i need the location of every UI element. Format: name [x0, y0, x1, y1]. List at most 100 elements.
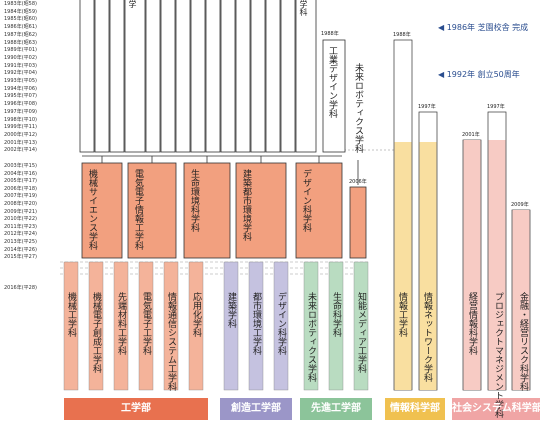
dept-label: 情報ネットワーク学科: [422, 292, 432, 382]
dept-label: デザイン科学科: [276, 292, 286, 355]
column-tint: [394, 142, 412, 390]
year-label: 2011年(平23): [4, 223, 37, 230]
year-label: 2012年(平24): [4, 231, 37, 238]
old-dept-column: [160, 0, 176, 153]
year-label: 1999年(平11): [4, 124, 37, 131]
year-label: 2009年(平21): [4, 208, 37, 215]
faculty-label: 創造工学部: [231, 403, 281, 414]
year-label: 2007年(平19): [4, 193, 37, 200]
dept-box: [81, 162, 123, 259]
faculty-bar: [452, 398, 540, 420]
year-tag: 1997年: [487, 104, 505, 110]
dept-stripe: [248, 261, 264, 391]
dept-label: 生命科学科: [331, 292, 341, 337]
old-dept-column: [265, 0, 281, 153]
year-label: 1998年(平10): [4, 116, 37, 123]
faculty-label: 情報科学部: [390, 403, 440, 414]
faculty-label: 先進工学部: [311, 403, 361, 414]
year-label: 2001年(平13): [4, 139, 37, 146]
year-label: 1985年(昭60): [4, 16, 37, 23]
note: ◀ 1992年 創立50周年: [438, 70, 520, 79]
dept-box: [295, 162, 343, 259]
faculty-bar: [300, 398, 372, 420]
old-dept-column: [280, 0, 296, 153]
dept-stripe: [188, 261, 204, 391]
dept-label: 機械サイエンス学科: [87, 169, 97, 250]
year-label: 2003年(平15): [4, 163, 37, 169]
column-tint: [463, 140, 481, 390]
dept-fragment: 学: [128, 0, 137, 8]
year-label: 1990年(平02): [4, 54, 37, 61]
old-dept-column: [175, 0, 191, 153]
old-dept-column: [250, 0, 266, 153]
old-dept-column: [205, 0, 221, 153]
dept-column: [322, 39, 346, 153]
dept-label: 建築都市環境学科: [241, 169, 251, 241]
dept-label: 電気電子情報工学科: [133, 169, 143, 250]
dept-label: デザイン科学科: [301, 169, 311, 232]
dept-stripe: [138, 261, 154, 391]
dept-stripe: [303, 261, 319, 391]
dept-label: 金融・経営リスク科学科: [518, 292, 528, 391]
year-tag: 1988年: [321, 31, 339, 37]
dept-label: 建築学科: [226, 292, 236, 328]
dept-label: 情報工学科: [397, 292, 407, 337]
dept-label: 生命環境科学科: [189, 169, 199, 232]
dept-label: 未来ロボティクス学科: [353, 63, 363, 153]
old-dept-column: [109, 0, 125, 153]
dept-label: 都市環境工学科: [251, 292, 261, 355]
dept-box: [349, 186, 367, 259]
year-label: 1993年(平05): [4, 78, 37, 84]
dept-stripe: [113, 261, 129, 391]
year-label: 2016年(平28): [4, 285, 37, 291]
faculty-label: 社会システム科学部: [452, 403, 542, 414]
year-tag: 1997年: [418, 104, 436, 110]
old-dept-column: [235, 0, 251, 153]
year-label: 2013年(平25): [4, 239, 37, 245]
note: ◀ 1986年 芝園校舎 完成: [438, 23, 529, 32]
column-tint: [512, 210, 530, 390]
dept-stripe: [353, 261, 369, 391]
old-dept-column: [145, 0, 161, 153]
old-dept-column: [124, 0, 146, 153]
year-label: 2010年(平22): [4, 216, 37, 223]
column-tint: [419, 142, 437, 390]
year-tag: 2009年: [511, 202, 529, 208]
dept-label: 未来ロボティクス学科: [306, 292, 316, 382]
year-label: 2002年(平14): [4, 147, 37, 154]
old-dept-column: [79, 0, 95, 153]
faculty-bar: [220, 398, 292, 420]
year-label: 2014年(平26): [4, 246, 37, 253]
year-tag: 1988年: [393, 32, 411, 38]
year-label: 2005年(平17): [4, 178, 37, 185]
year-label: 1989年(平01): [4, 47, 37, 54]
dept-label: プロジェクトマネジメント学科: [493, 292, 503, 418]
year-label: 1984年(昭59): [4, 8, 37, 15]
dept-label: 機械電子創成工学科: [91, 292, 101, 373]
dept-box: [235, 162, 287, 259]
old-dept-column: [220, 0, 236, 153]
dept-stripe: [223, 261, 239, 391]
year-label: 1995年(平07): [4, 93, 37, 100]
year-label: 1996年(平08): [4, 101, 37, 108]
dept-label: 情報通信システム工学科: [166, 292, 176, 391]
year-label: 1987年(昭62): [4, 31, 37, 38]
dept-label: 電気電子工学科: [141, 292, 151, 355]
year-tag: 2001年: [462, 132, 480, 138]
dept-label: 機械工学科: [66, 292, 76, 337]
year-label: 2004年(平16): [4, 170, 37, 177]
old-dept-column: [94, 0, 110, 153]
year-label: 1992年(平04): [4, 70, 37, 77]
old-dept-column: [295, 0, 317, 153]
column-tint: [488, 140, 506, 390]
year-label: 1983年(昭58): [4, 1, 37, 7]
year-label: 1994年(平06): [4, 85, 37, 92]
year-label: 1991年(平03): [4, 62, 37, 69]
old-dept-column: [190, 0, 206, 153]
year-tag: 2006年: [349, 179, 367, 185]
faculty-bar: [385, 398, 445, 420]
dept-stripe: [88, 261, 104, 391]
faculty-bar: [64, 398, 208, 420]
dept-label: 知能メディア工学科: [356, 292, 366, 373]
